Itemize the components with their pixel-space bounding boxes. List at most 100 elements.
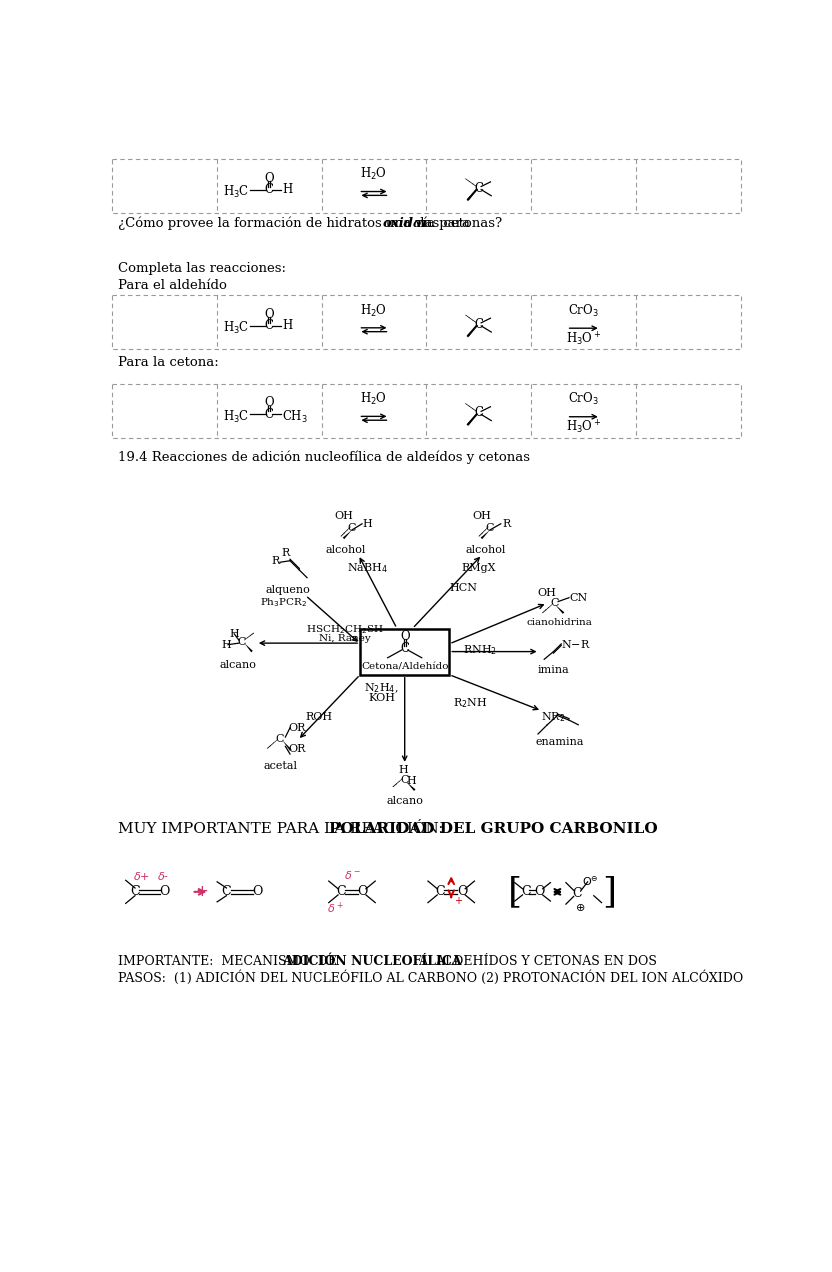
Polygon shape <box>468 190 477 201</box>
Text: O$^{\ominus}$: O$^{\ominus}$ <box>582 874 599 888</box>
Text: cianohidrina: cianohidrina <box>527 618 592 627</box>
Text: C: C <box>486 523 494 533</box>
Text: H: H <box>282 183 293 196</box>
Text: MUY IMPORTANTE PARA LA REACCIÓN:: MUY IMPORTANTE PARA LA REACCIÓN: <box>118 822 453 836</box>
Bar <box>111 295 741 349</box>
Text: N$_2$H$_4$,: N$_2$H$_4$, <box>364 682 399 696</box>
Text: imina: imina <box>537 665 569 675</box>
Text: PASOS:  (1) ADICIÓN DEL NUCLEÓFILO AL CARBONO (2) PROTONACIÓN DEL ION ALCÓXIDO: PASOS: (1) ADICIÓN DEL NUCLEÓFILO AL CAR… <box>118 971 743 986</box>
Text: acetal: acetal <box>264 762 298 771</box>
Text: O: O <box>265 172 274 184</box>
Text: alqueno: alqueno <box>265 585 310 595</box>
Text: O: O <box>265 308 274 321</box>
Polygon shape <box>468 326 477 337</box>
Text: 19.4 Reacciones de adición nucleofílica de aldeídos y cetonas: 19.4 Reacciones de adición nucleofílica … <box>118 450 530 463</box>
Text: [: [ <box>508 875 522 908</box>
Bar <box>111 384 741 438</box>
Polygon shape <box>282 740 291 750</box>
Text: H: H <box>221 640 231 650</box>
Polygon shape <box>468 415 477 425</box>
Text: ADICIÓN NUCLEOFÍLICA: ADICIÓN NUCLEOFÍLICA <box>282 955 462 968</box>
Text: OR: OR <box>289 722 306 733</box>
Text: H$_3$O$^+$: H$_3$O$^+$ <box>566 331 602 347</box>
Text: C: C <box>474 318 483 331</box>
Text: Ni, Raney: Ni, Raney <box>319 633 370 644</box>
Text: $\oplus$: $\oplus$ <box>575 902 585 913</box>
Text: ROH: ROH <box>306 712 333 722</box>
Text: Completa las reacciones:: Completa las reacciones: <box>118 262 286 275</box>
Text: +: + <box>454 895 463 906</box>
Text: CH$_3$: CH$_3$ <box>282 408 308 425</box>
Text: enamina: enamina <box>536 736 584 747</box>
Text: OH: OH <box>473 511 492 522</box>
Text: R$_2$NH: R$_2$NH <box>453 696 488 710</box>
Polygon shape <box>406 782 415 791</box>
Text: CrO$_3$: CrO$_3$ <box>568 303 599 318</box>
Text: $\delta$+: $\delta$+ <box>133 870 150 883</box>
Text: C: C <box>348 523 356 533</box>
Text: H: H <box>230 628 239 639</box>
Text: NR$_2$: NR$_2$ <box>542 710 566 724</box>
Text: OH: OH <box>537 588 557 598</box>
Text: $\delta^-$: $\delta^-$ <box>344 869 360 881</box>
Text: H$_3$C: H$_3$C <box>223 408 249 425</box>
Text: R: R <box>272 556 280 566</box>
Text: C: C <box>400 775 409 785</box>
Text: C: C <box>238 636 246 646</box>
Text: R: R <box>503 519 511 529</box>
Text: O: O <box>265 397 274 410</box>
Text: Cetona/Aldehído: Cetona/Aldehído <box>361 663 448 672</box>
Text: H$_3$C: H$_3$C <box>223 184 249 200</box>
Text: C: C <box>265 319 274 332</box>
Text: ]: ] <box>602 875 617 908</box>
Text: +: + <box>196 884 208 899</box>
Text: las cetonas?: las cetonas? <box>416 218 503 230</box>
Text: alcohol: alcohol <box>466 544 506 555</box>
Text: C: C <box>130 885 140 898</box>
Text: C: C <box>265 183 274 196</box>
Text: POLARIDAD DEL GRUPO CARBONILO: POLARIDAD DEL GRUPO CARBONILO <box>329 822 657 836</box>
Text: H$_2$O: H$_2$O <box>360 391 388 407</box>
Text: O: O <box>400 630 409 642</box>
Text: A  ALDEHÍDOS Y CETONAS EN DOS: A ALDEHÍDOS Y CETONAS EN DOS <box>411 955 656 968</box>
Text: alcohol: alcohol <box>325 544 366 555</box>
Text: $\delta$-: $\delta$- <box>157 870 169 883</box>
Text: C: C <box>551 598 559 608</box>
Text: H$_2$O: H$_2$O <box>360 167 388 182</box>
Text: IMPORTANTE:  MECANISMO  DE: IMPORTANTE: MECANISMO DE <box>118 955 341 968</box>
Text: CN: CN <box>569 593 587 603</box>
Text: Para la cetona:: Para la cetona: <box>118 356 219 369</box>
Text: $\delta^+$: $\delta^+$ <box>327 901 344 916</box>
Text: HCN: HCN <box>449 583 478 593</box>
Text: HSCH$_2$CH$_2$SH: HSCH$_2$CH$_2$SH <box>306 623 384 636</box>
Text: oxidar: oxidar <box>383 218 429 230</box>
Polygon shape <box>481 530 490 539</box>
Text: alcano: alcano <box>220 660 256 669</box>
Text: ¿Cómo provee la formación de hidratos una vía para: ¿Cómo provee la formación de hidratos un… <box>118 216 474 230</box>
Text: C: C <box>572 887 582 899</box>
Text: O: O <box>159 885 170 898</box>
Text: C: C <box>474 182 483 195</box>
Text: alcano: alcano <box>386 796 423 806</box>
Text: C: C <box>435 885 445 898</box>
Text: Ph$_3$PCR$_2$: Ph$_3$PCR$_2$ <box>260 597 308 609</box>
Text: H: H <box>399 766 408 775</box>
Text: OR: OR <box>289 744 306 754</box>
Text: O: O <box>534 885 545 898</box>
Text: C: C <box>221 885 231 898</box>
Polygon shape <box>245 644 253 653</box>
Text: KOH: KOH <box>368 693 395 703</box>
Text: RNH$_2$: RNH$_2$ <box>463 644 498 656</box>
Text: Para el aldehído: Para el aldehído <box>118 280 227 293</box>
Text: R: R <box>282 548 290 558</box>
Text: O: O <box>252 885 263 898</box>
Text: NaBH$_4$: NaBH$_4$ <box>347 561 388 575</box>
Text: OH: OH <box>334 511 354 522</box>
Text: H$_3$C: H$_3$C <box>223 321 249 336</box>
Text: O: O <box>457 885 468 898</box>
Text: H: H <box>282 319 293 332</box>
Text: H: H <box>363 519 373 529</box>
Text: C: C <box>400 642 409 655</box>
Text: H: H <box>406 776 416 786</box>
Text: N$-$R: N$-$R <box>562 637 591 650</box>
